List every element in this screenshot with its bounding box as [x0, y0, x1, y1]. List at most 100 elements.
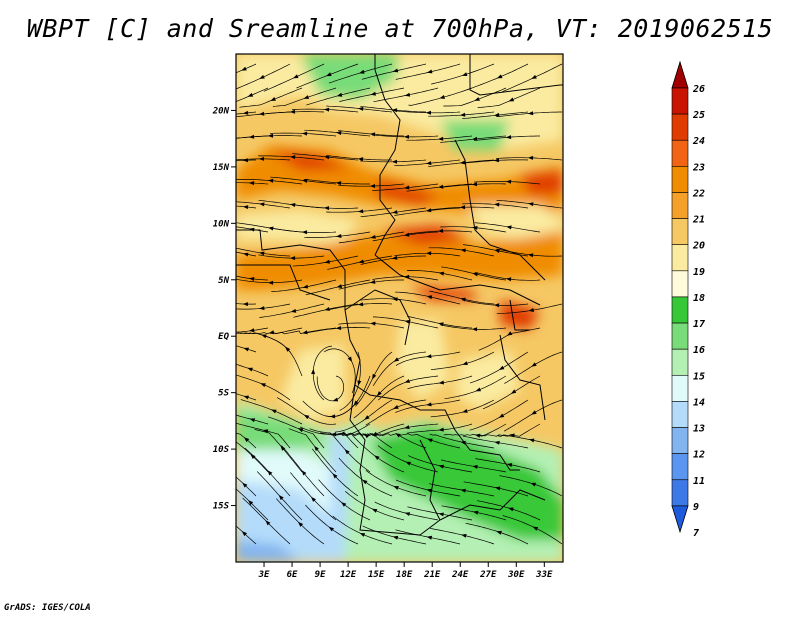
streamline-arrow — [323, 206, 330, 211]
streamline-arrow — [248, 134, 255, 139]
streamline-arrow — [268, 226, 274, 231]
streamline-arrow — [248, 500, 254, 506]
streamline-arrow — [301, 470, 307, 476]
streamline-arrow — [530, 482, 536, 487]
streamline-arrow — [370, 91, 376, 96]
streamline-arrow — [323, 107, 330, 112]
streamline-arrow — [332, 397, 339, 402]
streamline-arrow — [347, 356, 353, 362]
x-tick-label: 15E — [368, 570, 385, 580]
streamline-arrow — [303, 95, 310, 99]
streamline-arrow — [242, 205, 249, 210]
streamline-arrow — [241, 531, 247, 537]
colorbar-swatch — [671, 427, 689, 454]
x-tick-label: 30E — [507, 570, 525, 580]
streamline-arrow — [293, 74, 299, 79]
streamline-arrow — [472, 510, 479, 515]
streamline-arrow — [302, 178, 308, 183]
streamline-arrow — [241, 66, 247, 71]
streamline-arrow — [261, 334, 267, 339]
streamline-arrow — [262, 429, 269, 434]
streamline-arrow — [247, 92, 254, 97]
y-tick-label: 10S — [213, 445, 230, 455]
streamline-arrow — [289, 109, 296, 114]
streamline-arrow — [493, 303, 500, 308]
streamline-arrow — [496, 530, 502, 535]
streamline-arrow — [359, 69, 365, 74]
streamline-arrow — [392, 68, 399, 73]
streamline-arrow — [344, 449, 350, 455]
streamline-arrow — [462, 361, 468, 366]
colorbar-swatch — [671, 87, 689, 115]
streamline-arrow — [330, 432, 337, 437]
streamline-arrow — [506, 463, 513, 467]
plot-frame — [235, 53, 564, 563]
streamline-arrow — [278, 494, 284, 501]
streamline-arrow — [332, 473, 338, 479]
streamline-arrow — [462, 409, 468, 413]
streamline-arrow — [494, 112, 500, 117]
streamline-arrow — [404, 92, 411, 97]
streamline-arrow — [243, 395, 249, 400]
streamline-arrow — [339, 431, 346, 435]
streamline-arrow — [508, 507, 514, 512]
colorbar-swatch — [671, 348, 689, 376]
chart-title: WBPT [C] and Sreamline at 700hPa, VT: 20… — [26, 14, 774, 43]
streamline-arrow — [505, 277, 512, 282]
streamline-arrow — [404, 425, 410, 430]
colorbar-swatch — [671, 192, 689, 219]
streamline-arrow — [438, 322, 444, 327]
streamline-arrow — [494, 486, 501, 491]
streamline-arrow — [372, 373, 377, 380]
streamline-arrow — [498, 413, 505, 418]
y-tick-label: 5N — [218, 276, 229, 286]
streamline-arrow — [391, 108, 398, 113]
y-tick-label: 10N — [213, 219, 230, 229]
streamline-arrow — [335, 181, 342, 186]
streamline-arrow — [243, 347, 249, 352]
streamline-arrow — [357, 157, 364, 162]
streamline-arrow — [460, 297, 466, 302]
colorbar-label: 18 — [693, 293, 705, 304]
streamline-arrow — [242, 302, 249, 307]
streamline-arrow — [311, 368, 316, 375]
streamline-arrow — [249, 328, 255, 333]
streamline-arrow — [437, 136, 444, 141]
streamline-arrow — [510, 389, 517, 394]
streamline-arrow — [370, 321, 376, 326]
colorbar-bottom-arrow — [671, 505, 689, 534]
streamline-arrow — [267, 470, 273, 476]
streamline-arrow — [531, 410, 537, 415]
colorbar-label: 9 — [693, 502, 699, 513]
streamline-arrow — [527, 253, 534, 258]
colorbar-swatch — [671, 322, 689, 350]
colorbar-label: 24 — [692, 136, 705, 147]
colorbar-label: 19 — [693, 267, 705, 278]
streamline-arrow — [472, 272, 478, 277]
streamline-arrow — [358, 259, 364, 264]
streamline-arrow — [247, 367, 253, 372]
streamline-arrow — [248, 181, 255, 186]
streamline-arrow — [336, 92, 343, 97]
x-axis: 3E 6E 9E 12E 15E 18E 21E 24E 27E 30E 33E — [258, 562, 553, 580]
streamline-arrow — [459, 160, 466, 165]
streamline-arrow — [259, 202, 265, 207]
streamline-arrow — [395, 433, 401, 438]
streamline-arrow — [403, 134, 409, 139]
streamline-arrow — [425, 110, 431, 115]
streamline-arrow — [426, 161, 432, 166]
streamline-arrow — [285, 346, 291, 352]
streamline-arrow — [393, 405, 399, 409]
streamline-arrow — [268, 178, 274, 183]
streamline-arrow — [460, 248, 466, 253]
x-tick-label: 18E — [396, 570, 413, 580]
streamline-arrow — [249, 418, 256, 423]
streamline-arrow — [250, 454, 256, 459]
streamline-arrow — [265, 520, 271, 526]
colorbar-swatch — [671, 401, 689, 428]
streamline-arrow — [528, 202, 534, 207]
colorbar-swatch — [671, 296, 689, 324]
streamline-arrow — [372, 431, 378, 436]
streamline-arrow — [362, 479, 368, 485]
